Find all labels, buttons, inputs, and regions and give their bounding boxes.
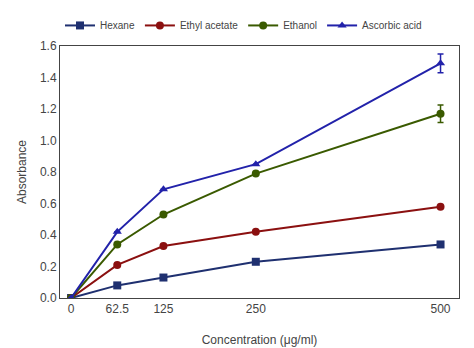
svg-text:62.5: 62.5 (106, 302, 130, 316)
svg-text:0.0: 0.0 (40, 291, 57, 305)
svg-text:0.8: 0.8 (40, 165, 57, 179)
svg-text:Ethyl acetate: Ethyl acetate (180, 20, 238, 31)
svg-text:1.2: 1.2 (40, 102, 57, 116)
svg-text:500: 500 (431, 302, 451, 316)
svg-text:Ethanol: Ethanol (283, 20, 317, 31)
svg-text:Concentration (μg/ml): Concentration (μg/ml) (202, 333, 318, 347)
svg-text:125: 125 (153, 302, 173, 316)
svg-text:0.4: 0.4 (40, 228, 57, 242)
svg-text:Ascorbic acid: Ascorbic acid (362, 20, 421, 31)
svg-text:1.4: 1.4 (40, 71, 57, 85)
svg-text:250: 250 (246, 302, 266, 316)
svg-text:0.6: 0.6 (40, 197, 57, 211)
svg-text:Hexane: Hexane (100, 20, 135, 31)
svg-text:0: 0 (68, 302, 75, 316)
svg-text:1.6: 1.6 (40, 39, 57, 53)
svg-text:1.0: 1.0 (40, 134, 57, 148)
svg-text:Absorbance: Absorbance (15, 140, 29, 204)
svg-text:0.2: 0.2 (40, 260, 57, 274)
